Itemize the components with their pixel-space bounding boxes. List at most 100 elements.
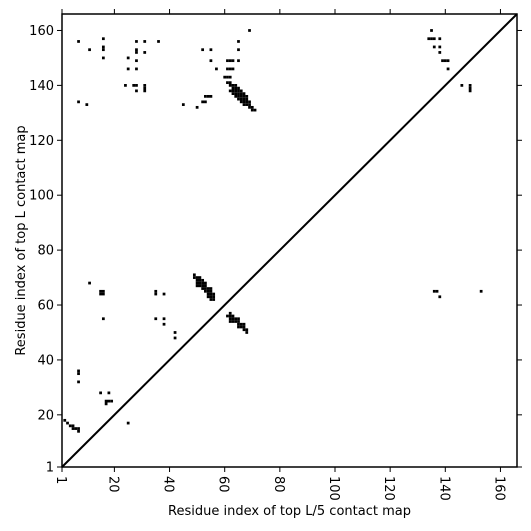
contact-cell (212, 292, 216, 296)
contact-cell (212, 298, 216, 301)
contact-cell (231, 314, 235, 318)
contact-cell (126, 421, 130, 425)
contact-cell (209, 292, 213, 296)
contact-cell (126, 56, 130, 60)
contact-cell (228, 314, 232, 318)
contact-cell (135, 48, 138, 52)
contact-cell (234, 86, 238, 90)
contact-cell (237, 317, 240, 321)
contact-cell (239, 322, 243, 326)
contact-cells (63, 29, 483, 433)
contact-cell (99, 292, 102, 296)
contact-cell (245, 100, 249, 104)
contact-cell (209, 59, 213, 63)
contact-cell (201, 48, 205, 52)
y-tick-label: 60 (37, 299, 54, 314)
contact-cell (135, 59, 138, 63)
contact-cell (132, 84, 136, 87)
y-tick-label: 100 (29, 189, 54, 204)
contact-cell (209, 295, 213, 299)
contact-cell (228, 84, 232, 87)
contact-cell (204, 289, 207, 293)
contact-cell (245, 103, 249, 106)
contact-cell (126, 67, 130, 71)
contact-cell (101, 289, 105, 293)
contact-cell (77, 380, 80, 384)
contact-cell (231, 317, 235, 321)
x-tick-label: 160 (491, 476, 506, 501)
contact-cell (85, 103, 89, 106)
contact-cell (234, 84, 238, 87)
contact-cell (135, 89, 138, 93)
contact-cell (231, 320, 235, 323)
contact-cell (237, 89, 240, 93)
x-tick-label: 20 (105, 476, 120, 493)
contact-cell (427, 37, 431, 41)
contact-cell (181, 103, 185, 106)
contact-cell (242, 94, 246, 98)
contact-cell (143, 86, 147, 90)
contact-cell (66, 421, 69, 425)
contact-cell (110, 399, 114, 403)
contact-cell (107, 399, 111, 403)
contact-cell (237, 325, 240, 329)
y-tick-label: 160 (29, 24, 54, 39)
contact-cell (234, 317, 238, 321)
contact-cell (204, 100, 207, 104)
contact-cell (99, 289, 102, 293)
contact-cell (228, 311, 232, 315)
contact-cell (157, 40, 160, 43)
contact-cell (468, 89, 472, 93)
y-tick-label: 140 (29, 79, 54, 94)
contact-cell (77, 429, 80, 433)
contact-cell (228, 89, 232, 93)
contact-cell (446, 59, 450, 63)
contact-cell (77, 369, 80, 373)
contact-cell (237, 94, 240, 98)
contact-cell (192, 276, 196, 279)
y-tick-label: 40 (37, 353, 54, 368)
contact-cell (204, 284, 207, 288)
contact-cell (438, 37, 442, 41)
contact-cell (77, 427, 80, 430)
contact-cell (432, 289, 436, 293)
contact-cell (228, 67, 232, 71)
contact-cell (245, 97, 249, 101)
x-tick-label: 140 (436, 476, 451, 501)
x-tick-label: 120 (381, 476, 396, 501)
contact-cell (198, 284, 202, 288)
contact-cell (231, 92, 235, 95)
contact-cell (215, 67, 218, 71)
contact-cell (195, 276, 199, 279)
contact-cell (143, 51, 147, 54)
contact-cell (239, 94, 243, 98)
contact-cell (198, 281, 202, 285)
contact-cell (101, 56, 105, 60)
contact-cell (237, 40, 240, 43)
contact-cell (435, 289, 439, 293)
contact-cell (209, 298, 213, 301)
contact-cell (88, 48, 91, 52)
contact-cell (77, 40, 80, 43)
y-tick-label: 1 (46, 461, 54, 476)
contact-cell (201, 278, 205, 282)
contact-cell (226, 314, 229, 318)
contact-cell (242, 97, 246, 101)
contact-cell (101, 37, 105, 41)
x-tick-label: 40 (161, 476, 176, 493)
contact-cell (198, 276, 202, 279)
contact-cell (468, 84, 472, 87)
contact-cell (206, 292, 210, 296)
contact-cell (198, 278, 202, 282)
contact-cell (101, 292, 105, 296)
contact-cell (237, 97, 240, 101)
contact-cell (231, 84, 235, 87)
plot-frame (61, 13, 518, 468)
contact-cell (204, 281, 207, 285)
contact-cell (239, 325, 243, 329)
contact-cell (237, 48, 240, 52)
contact-cell (228, 59, 232, 63)
contact-cell (237, 92, 240, 95)
